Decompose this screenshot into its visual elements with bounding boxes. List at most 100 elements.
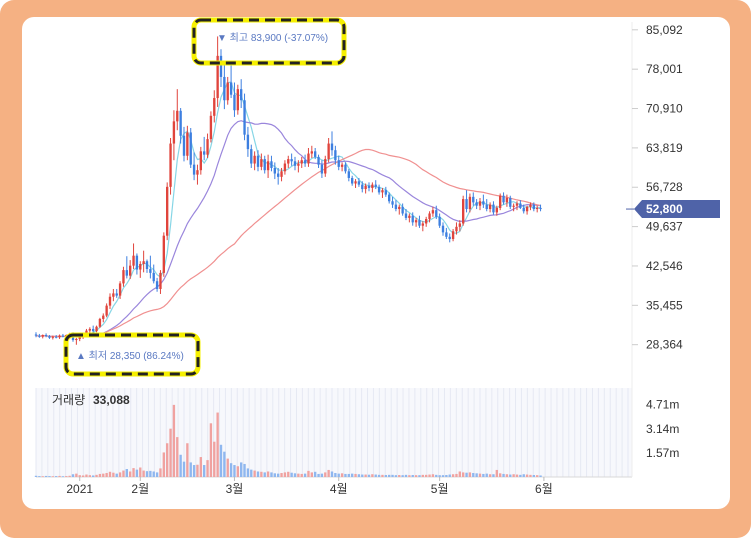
volume-bar [509, 474, 512, 477]
candle-body [108, 296, 112, 306]
volume-bar [398, 475, 401, 477]
volume-title: 거래량 [52, 393, 85, 407]
candle-body [340, 164, 344, 167]
candle-body [132, 255, 135, 266]
volume-bar [421, 474, 424, 477]
candle-body [468, 196, 472, 210]
candle-body [425, 219, 428, 224]
volume-bar [374, 474, 377, 477]
candle-body [458, 223, 461, 227]
candle [441, 222, 445, 236]
candle [475, 199, 478, 210]
candle [98, 317, 102, 328]
candle-body [303, 160, 307, 164]
candle-body [394, 204, 398, 210]
volume-bar [462, 472, 465, 477]
volume-bar [525, 474, 529, 477]
volume-value: 33,088 [93, 393, 130, 407]
candle [145, 259, 149, 273]
candle-body [162, 235, 165, 273]
candle [199, 146, 202, 175]
volume-bar [102, 473, 105, 477]
candle [388, 192, 391, 204]
candle [92, 325, 95, 333]
candle [226, 76, 229, 105]
candle [502, 192, 505, 205]
candle [135, 253, 139, 275]
price-tick-label: 70,910 [646, 102, 683, 116]
candle-body [485, 204, 488, 210]
candle [539, 204, 542, 212]
candle [95, 325, 98, 333]
candle-body [179, 110, 182, 136]
candle [236, 84, 239, 115]
high-annotation-box [192, 18, 346, 65]
candle-body [246, 134, 250, 150]
candle-body [55, 336, 58, 338]
candle-body [38, 335, 41, 337]
candle-body [334, 150, 337, 161]
candle [330, 131, 334, 156]
volume-bar [411, 475, 414, 477]
volume-bar [68, 475, 71, 477]
volume-bar [155, 472, 159, 477]
volume-bar [310, 472, 313, 477]
candle-body [408, 215, 411, 218]
ma20-line [35, 120, 541, 338]
volume-bar [539, 475, 542, 477]
volume-bar [88, 475, 91, 477]
candle-body [515, 203, 519, 206]
volume-bar [112, 472, 115, 477]
candle [172, 110, 176, 161]
candle [55, 335, 58, 339]
low-annotation-text: ▲ 최저 28,350 (86.24%) [76, 350, 184, 362]
volume-bar [448, 474, 451, 477]
candle [384, 186, 387, 197]
volume-bar [216, 412, 219, 477]
candle [51, 335, 54, 340]
candle-body [492, 204, 495, 213]
volume-bar [492, 474, 495, 477]
candle [142, 250, 145, 273]
volume-bar [465, 472, 468, 477]
volume-bar [199, 457, 202, 477]
candle-body [388, 194, 391, 202]
candle [357, 177, 361, 187]
volume-bar [71, 474, 75, 477]
candle [314, 147, 317, 160]
candle-body [166, 186, 169, 236]
candle-body [270, 161, 273, 168]
candle [182, 126, 186, 162]
volume-bar [142, 470, 145, 477]
candle [293, 156, 297, 171]
price-tick-label: 78,001 [646, 62, 683, 76]
candle-body [414, 220, 418, 223]
candle [273, 162, 276, 180]
high-annotation: ▼ 최고 83,900 (-37.07%) [191, 17, 347, 66]
candle-body [482, 201, 485, 205]
volume-bar [273, 473, 276, 477]
volume-bar [505, 474, 509, 477]
candle-body [169, 143, 172, 187]
volume-bar [115, 473, 118, 477]
volume-bar [260, 471, 263, 477]
volume-bar [105, 473, 108, 477]
candle-body [216, 55, 219, 99]
candle [179, 108, 182, 144]
volume-bar [233, 465, 236, 477]
candle-body [293, 161, 297, 166]
volume-bar [81, 475, 85, 477]
candle-body [475, 202, 478, 206]
candle [61, 333, 65, 338]
candle-body [145, 261, 149, 269]
candle [374, 180, 377, 190]
candle-body [441, 225, 445, 233]
candle-body [34, 334, 38, 336]
volume-bar [55, 476, 58, 477]
candle [118, 281, 122, 299]
candle [525, 205, 529, 215]
candle-body [354, 181, 357, 184]
candle-body [287, 159, 290, 164]
candle [263, 155, 266, 174]
volume-bar [34, 475, 38, 477]
